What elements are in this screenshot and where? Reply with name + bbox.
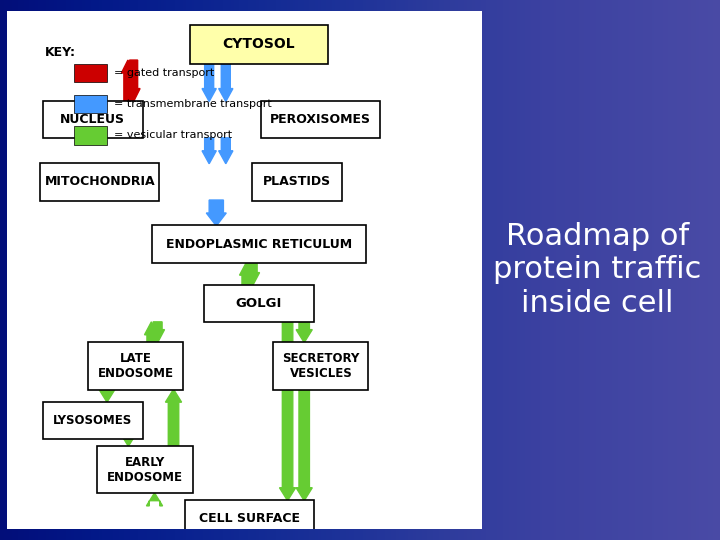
FancyBboxPatch shape: [186, 500, 314, 537]
Text: = gated transport: = gated transport: [114, 68, 215, 78]
FancyBboxPatch shape: [88, 342, 183, 390]
FancyArrow shape: [122, 60, 135, 102]
FancyArrow shape: [240, 262, 253, 286]
FancyArrow shape: [146, 493, 163, 506]
FancyBboxPatch shape: [43, 101, 143, 138]
Text: NUCLEUS: NUCLEUS: [60, 113, 125, 126]
FancyArrow shape: [207, 200, 226, 226]
FancyArrow shape: [219, 60, 233, 102]
FancyArrow shape: [246, 262, 259, 286]
FancyArrow shape: [202, 60, 216, 102]
FancyArrow shape: [145, 322, 158, 342]
Text: PEROXISOMES: PEROXISOMES: [270, 113, 372, 126]
FancyBboxPatch shape: [152, 225, 366, 263]
Text: PLASTIDS: PLASTIDS: [263, 176, 331, 188]
FancyBboxPatch shape: [40, 163, 159, 200]
Text: Roadmap of
protein traffic
inside cell: Roadmap of protein traffic inside cell: [493, 222, 702, 318]
Text: MITOCHONDRIA: MITOCHONDRIA: [45, 176, 156, 188]
FancyArrow shape: [150, 322, 164, 342]
Text: LYSOSOMES: LYSOSOMES: [53, 414, 132, 427]
Text: ENDOPLASMIC RETICULUM: ENDOPLASMIC RETICULUM: [166, 238, 352, 251]
FancyArrow shape: [166, 389, 181, 446]
FancyBboxPatch shape: [7, 11, 482, 529]
FancyBboxPatch shape: [261, 101, 380, 138]
FancyBboxPatch shape: [97, 446, 192, 494]
FancyBboxPatch shape: [190, 25, 328, 64]
FancyArrow shape: [127, 60, 140, 102]
FancyArrow shape: [296, 389, 312, 501]
FancyBboxPatch shape: [43, 402, 143, 439]
Text: CYTOSOL: CYTOSOL: [222, 37, 295, 51]
Text: CELL SURFACE: CELL SURFACE: [199, 512, 300, 525]
Text: = transmembrane transport: = transmembrane transport: [114, 99, 272, 109]
FancyBboxPatch shape: [73, 64, 107, 82]
FancyBboxPatch shape: [274, 342, 369, 390]
FancyArrow shape: [219, 138, 233, 164]
FancyArrow shape: [120, 433, 137, 446]
FancyArrow shape: [99, 389, 115, 402]
FancyBboxPatch shape: [204, 285, 314, 322]
Text: GOLGI: GOLGI: [236, 297, 282, 310]
FancyArrow shape: [279, 322, 296, 501]
Text: KEY:: KEY:: [45, 46, 76, 59]
Text: LATE
ENDOSOME: LATE ENDOSOME: [97, 352, 174, 380]
Text: EARLY
ENDOSOME: EARLY ENDOSOME: [107, 456, 183, 484]
Text: SECRETORY
VESICLES: SECRETORY VESICLES: [282, 352, 359, 380]
FancyBboxPatch shape: [73, 95, 107, 113]
FancyBboxPatch shape: [252, 163, 342, 200]
FancyBboxPatch shape: [73, 126, 107, 145]
FancyArrow shape: [202, 138, 216, 164]
Text: = vesicular transport: = vesicular transport: [114, 130, 233, 140]
FancyArrow shape: [296, 322, 312, 342]
